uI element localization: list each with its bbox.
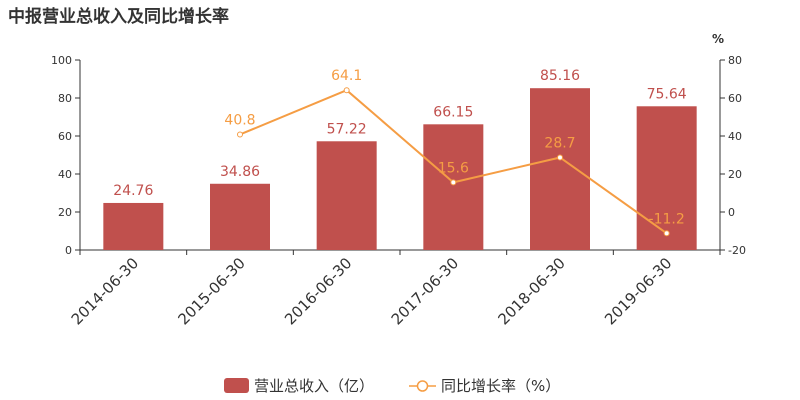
bar [636, 106, 697, 250]
right-tick-label: 60 [728, 92, 742, 105]
right-tick-label: -20 [728, 244, 746, 257]
growth-value-label: 28.7 [544, 135, 575, 151]
data-labels: 24.76 34.86 57.22 66.15 85.16 75.64 40.8 64.1 15… [113, 68, 687, 227]
legend-bar-swatch[interactable] [224, 378, 249, 393]
left-tick-label: 100 [51, 54, 72, 67]
x-tick-label: 2016-06-30 [281, 254, 355, 328]
x-tick-label: 2017-06-30 [388, 254, 462, 328]
bar-value-label: 85.16 [540, 68, 580, 84]
legend[interactable]: 营业总收入（亿） 同比增长率（%） [224, 377, 560, 395]
x-tick-label: 2018-06-30 [494, 254, 568, 328]
right-tick-label: 20 [728, 168, 742, 181]
growth-point [237, 131, 243, 138]
bars [103, 88, 697, 250]
growth-point [343, 87, 350, 94]
growth-value-label: -11.2 [649, 211, 685, 227]
left-tick-label: 40 [58, 168, 72, 181]
right-tick-label: 40 [728, 130, 742, 143]
x-tick-label: 2019-06-30 [601, 254, 675, 328]
left-tick-label: 80 [58, 92, 72, 105]
right-axis-unit: % [712, 32, 724, 46]
legend-bar-label[interactable]: 营业总收入（亿） [254, 377, 374, 395]
bar [530, 88, 590, 250]
bar-value-label: 24.76 [113, 183, 153, 199]
x-tick-label: 2014-06-30 [68, 254, 142, 328]
right-tick-label: 0 [728, 206, 735, 219]
x-tick-label: 2015-06-30 [174, 254, 248, 328]
legend-line-label[interactable]: 同比增长率（%） [441, 377, 560, 395]
right-tick-label: 80 [728, 54, 742, 67]
growth-point [450, 179, 457, 186]
bar [316, 141, 377, 250]
bar-value-label: 75.64 [647, 86, 687, 102]
chart-title: 中报营业总收入及同比增长率 [8, 6, 229, 27]
left-tick-label: 20 [58, 206, 72, 219]
growth-point [663, 230, 670, 237]
growth-point [557, 154, 563, 161]
bar-value-label: 66.15 [433, 104, 473, 120]
growth-value-label: 15.6 [438, 160, 469, 176]
growth-line [237, 87, 670, 237]
bar-value-label: 34.86 [220, 164, 260, 180]
bar [423, 124, 484, 250]
left-tick-label: 60 [58, 130, 72, 143]
bar [210, 183, 270, 250]
legend-line-marker[interactable] [416, 380, 429, 392]
bar-value-label: 57.22 [327, 121, 367, 137]
bar [103, 202, 164, 250]
growth-value-label: 40.8 [224, 112, 255, 128]
growth-value-label: 64.1 [331, 68, 362, 84]
left-tick-label: 0 [65, 244, 72, 257]
